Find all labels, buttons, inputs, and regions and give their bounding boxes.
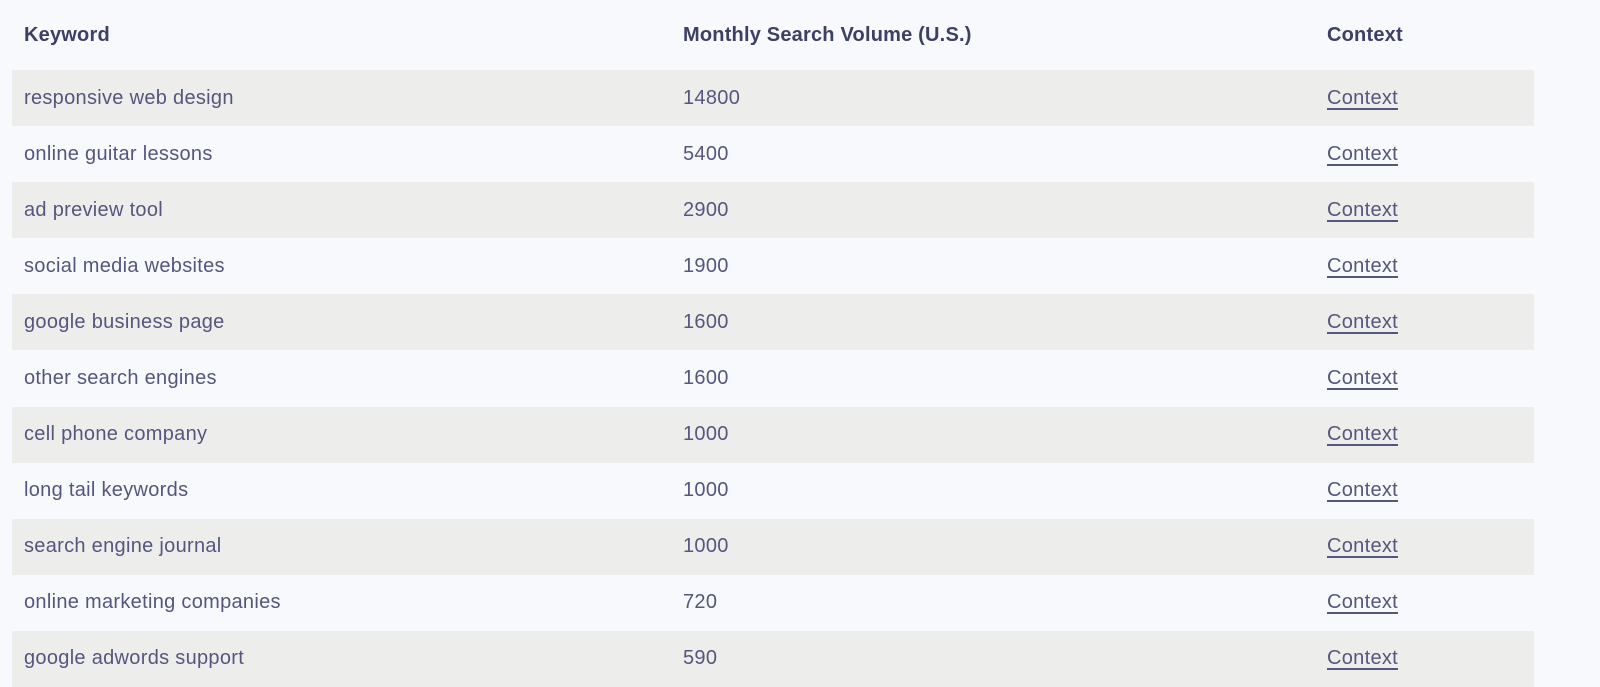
context-cell: Context [1327, 311, 1534, 334]
context-cell: Context [1327, 647, 1534, 670]
volume-cell: 1600 [683, 367, 729, 390]
keyword-cell: other search engines [24, 367, 217, 390]
context-link[interactable]: Context [1327, 591, 1399, 614]
context-link[interactable]: Context [1327, 310, 1399, 333]
table-row: google business page 1600 Context [12, 294, 1534, 351]
keyword-cell: google business page [24, 310, 225, 333]
keyword-cell: online marketing companies [24, 591, 281, 614]
context-cell: Context [1327, 87, 1534, 110]
volume-cell: 5400 [683, 142, 729, 165]
table-row: other search engines 1600 Context [12, 350, 1534, 406]
context-link[interactable]: Context [1327, 535, 1399, 558]
table-row: cell phone company 1000 Context [12, 406, 1534, 463]
keyword-cell: cell phone company [24, 423, 208, 446]
table-row: google adwords support 590 Context [12, 630, 1534, 687]
context-link[interactable]: Context [1327, 423, 1399, 446]
keyword-cell: search engine journal [24, 535, 222, 558]
volume-cell: 720 [683, 591, 718, 614]
keyword-cell: responsive web design [24, 86, 234, 109]
context-cell: Context [1327, 255, 1534, 278]
table-row: social media websites 1900 Context [12, 238, 1534, 294]
volume-cell: 1600 [683, 310, 729, 333]
context-link[interactable]: Context [1327, 198, 1399, 221]
volume-cell: 1900 [683, 254, 729, 277]
context-cell: Context [1327, 423, 1534, 446]
keyword-cell: google adwords support [24, 647, 245, 670]
volume-cell: 14800 [683, 86, 741, 109]
context-cell: Context [1327, 479, 1534, 502]
table-row: search engine journal 1000 Context [12, 518, 1534, 575]
table-row: responsive web design 14800 Context [12, 70, 1534, 127]
context-link[interactable]: Context [1327, 142, 1399, 165]
column-header-monthly-search-volume: Monthly Search Volume (U.S.) [683, 23, 972, 46]
context-link[interactable]: Context [1327, 647, 1399, 670]
table-header-row: Keyword Monthly Search Volume (U.S.) Con… [12, 0, 1534, 70]
keyword-cell: online guitar lessons [24, 142, 213, 165]
table-row: online marketing companies 720 Context [12, 575, 1534, 631]
context-cell: Context [1327, 535, 1534, 558]
table-body: responsive web design 14800 Context onli… [0, 70, 1600, 687]
column-header-keyword: Keyword [24, 23, 110, 46]
keyword-cell: social media websites [24, 254, 225, 277]
context-cell: Context [1327, 199, 1534, 222]
column-header-context: Context [1327, 23, 1403, 46]
table-row: long tail keywords 1000 Context [12, 463, 1534, 519]
volume-cell: 1000 [683, 479, 729, 502]
table-row: online guitar lessons 5400 Context [12, 126, 1534, 182]
context-cell: Context [1327, 367, 1534, 390]
context-cell: Context [1327, 591, 1534, 614]
volume-cell: 1000 [683, 535, 729, 558]
context-link[interactable]: Context [1327, 367, 1399, 390]
volume-cell: 590 [683, 647, 718, 670]
context-link[interactable]: Context [1327, 479, 1399, 502]
context-link[interactable]: Context [1327, 254, 1399, 277]
keyword-cell: ad preview tool [24, 198, 164, 221]
context-link[interactable]: Context [1327, 86, 1399, 109]
volume-cell: 1000 [683, 423, 729, 446]
context-cell: Context [1327, 143, 1534, 166]
volume-cell: 2900 [683, 198, 729, 221]
keyword-cell: long tail keywords [24, 479, 189, 502]
table-row: ad preview tool 2900 Context [12, 182, 1534, 239]
